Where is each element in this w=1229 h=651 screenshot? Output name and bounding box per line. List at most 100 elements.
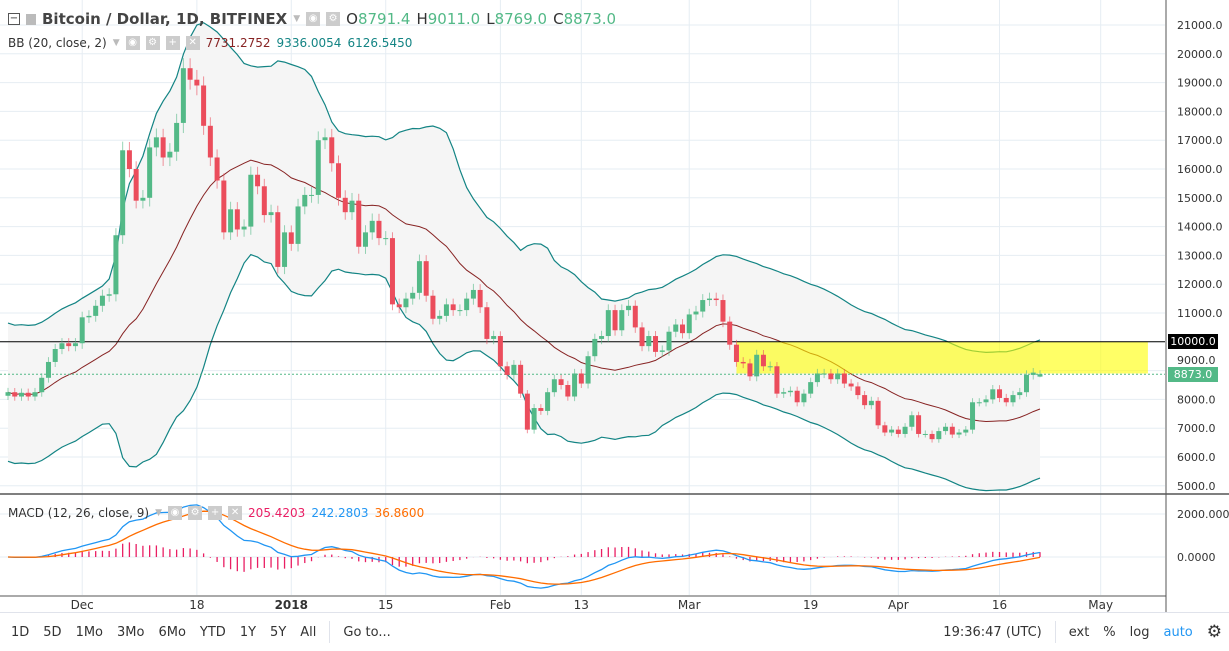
range-5d[interactable]: 5D [43,624,62,640]
candle-body [619,310,625,331]
candle-body [120,150,126,236]
price-tick-label: 5000.0 [1177,480,1216,493]
x-tick-label: 2018 [275,598,308,612]
candle-body [248,174,254,227]
candle-body [443,304,449,316]
bb-basis-value: 7731.2752 [205,36,271,50]
macd-hist-value: 205.4203 [248,506,306,520]
candle-body [963,429,969,433]
candle-body [18,392,24,397]
collapse-icon[interactable]: − [8,13,20,25]
chart-canvas[interactable]: Dec 18 2018 15 Feb 13 Mar 19 Apr 16 May 5000.0 6000.… [0,0,1229,612]
gear-icon[interactable]: ⚙ [145,36,160,50]
candle-body [747,363,753,377]
x-tick-label: May [1088,598,1113,612]
candle-body [464,298,470,311]
candle-body [902,426,908,434]
price-tick-label: 8000.0 [1177,393,1216,406]
range-all[interactable]: All [300,624,317,640]
candle-body [990,389,996,400]
range-6mo[interactable]: 6Mo [158,624,186,640]
gear-icon[interactable]: ⚙ [188,506,203,520]
candle-body [342,197,348,213]
candle-body [39,377,45,393]
range-1mo[interactable]: 1Mo [75,624,104,640]
range-5y[interactable]: 5Y [270,624,287,640]
candle-body [929,433,935,440]
candle-body [646,336,652,347]
candle-body [1023,374,1029,393]
dropdown-icon[interactable]: ▼ [112,38,120,48]
goto-button[interactable]: Go to... [343,624,391,640]
percent-toggle[interactable]: % [1103,624,1116,640]
clock-time[interactable]: 19:36:47 (UTC) [943,624,1042,640]
macd-value: 242.2803 [311,506,369,520]
eye-icon[interactable]: ◉ [125,36,140,50]
candle-body [673,324,679,332]
price-tick-label: 6000.0 [1177,451,1216,464]
dropdown-icon[interactable]: ▼ [155,508,163,518]
candle-body [875,400,881,426]
candle-body [801,393,807,403]
last-price-label: 8873.0 [1168,367,1218,382]
candle-body [261,186,267,216]
candle-body [12,392,18,397]
range-3mo[interactable]: 3Mo [117,624,145,640]
candle-body [25,392,31,397]
candle-body [52,349,58,362]
range-1d[interactable]: 1D [11,624,30,640]
candle-body [396,304,402,308]
bottom-toolbar: 1D 5D 1Mo 3Mo 6Mo YTD 1Y 5Y All Go to...… [0,612,1229,651]
candle-body [369,220,375,233]
close-icon[interactable]: ✕ [185,36,200,50]
candle-body [639,327,645,347]
log-toggle[interactable]: log [1129,624,1150,640]
price-tick-label: 20000.0 [1177,48,1223,61]
candle-body [336,163,342,198]
candle-body [572,373,578,397]
range-ytd[interactable]: YTD [199,624,226,640]
gear-icon[interactable]: ⚙ [326,12,341,26]
candle-body [457,310,463,312]
candle-body [592,338,598,357]
open-value: 8791.4 [357,10,411,28]
price-tick-label: 21000.0 [1177,19,1223,32]
candle-body [282,232,288,267]
candle-body [848,383,854,387]
candle-body [760,354,766,367]
divider [1054,621,1056,643]
symbol-title[interactable]: Bitcoin / Dollar, 1D, BITFINEX [42,10,288,28]
eye-icon[interactable]: ◉ [168,506,183,520]
candle-body [133,169,139,201]
candle-body [497,336,503,367]
plus-icon[interactable]: + [165,36,180,50]
candle-body [5,392,11,396]
candle-body [470,289,476,299]
settings-gear-icon[interactable]: ⚙ [1206,622,1222,642]
candle-body [228,209,234,233]
ext-toggle[interactable]: ext [1068,624,1090,640]
dropdown-icon[interactable]: ▼ [293,14,301,24]
auto-toggle[interactable]: auto [1163,624,1193,640]
price-tick-label: 11000.0 [1177,307,1223,320]
candle-body [383,238,389,240]
candle-body [79,317,85,344]
range-1y[interactable]: 1Y [239,624,257,640]
candle-body [713,298,719,301]
bb-label[interactable]: BB (20, close, 2) [8,36,107,50]
candle-body [160,137,166,158]
candle-body [275,212,281,267]
close-icon[interactable]: ✕ [228,506,243,520]
plus-icon[interactable]: + [208,506,223,520]
candle-body [99,295,105,306]
candle-body [302,194,308,207]
candle-body [720,300,726,322]
candle-body [821,373,827,375]
signal-value: 36.8600 [374,506,425,520]
candle-body [430,295,436,319]
macd-label[interactable]: MACD (12, 26, close, 9) [8,506,150,520]
candle-body [882,425,888,433]
candle-body [349,200,355,213]
candle-body [700,300,706,312]
eye-icon[interactable]: ◉ [306,12,321,26]
